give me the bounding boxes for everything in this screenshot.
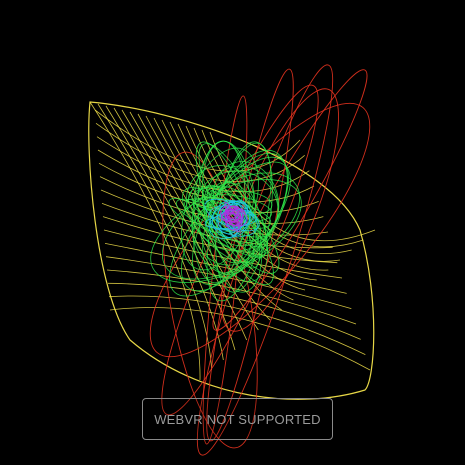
cage-curve [94,109,301,172]
core-loop [224,207,242,227]
cage-curve [107,282,361,340]
cage-curve [185,125,341,262]
orbit-ellipse [196,64,334,456]
core-loop [212,200,250,238]
cage-curve [209,131,376,242]
cluster-loop [191,197,251,275]
orbit-ellipse [161,84,319,416]
cluster-loop [206,186,280,274]
cage-outline [88,101,375,400]
cage-curve [108,295,366,356]
cluster-loop [161,172,301,280]
cage-curve [161,119,306,291]
cluster-loop [185,165,255,233]
cage-curve [105,105,224,361]
webvr-button-label: WEBVR NOT SUPPORTED [154,411,321,427]
cage-curve [109,307,371,371]
cage-curve [153,117,294,301]
cage-curve [102,216,338,264]
cluster-loop [206,142,272,302]
cage-curve [97,103,213,371]
core-loop [208,201,252,239]
cluster-loop [195,141,261,269]
cluster-loop [181,156,289,292]
core-loop [224,205,244,231]
cage-curve [96,136,310,193]
orbit-ellipse [221,88,339,332]
cluster-loop [202,184,274,286]
orbit-ellipse [162,151,258,449]
core-loop [220,205,248,227]
webvr-not-supported-button[interactable]: WEBVR NOT SUPPORTED [142,398,333,440]
cluster-loop [193,170,279,252]
